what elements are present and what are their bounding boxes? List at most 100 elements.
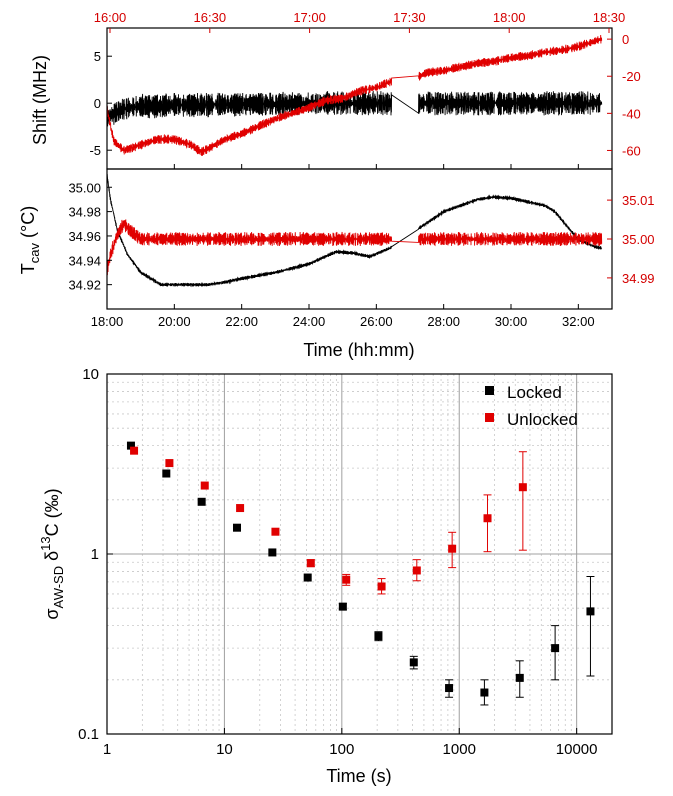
allan-xtick-label-0: 1 (103, 741, 111, 758)
allan-xtick-label-4: 10000 (556, 741, 598, 758)
legend-label-unlocked: Unlocked (507, 410, 578, 429)
shift-ytick-label-1: 0 (94, 96, 101, 111)
locked-point-3 (233, 523, 242, 532)
ylabel-t: T (18, 263, 38, 274)
unlocked-point-5 (306, 559, 315, 568)
panel-temperature-xtick-label-2: 22:00 (225, 314, 258, 329)
top-tick-label-4: 18:00 (493, 10, 526, 25)
panel-temperature-xtick-label-3: 24:00 (293, 314, 326, 329)
allan-ytick-label-0: 10 (82, 366, 99, 383)
ylabel-sigma: σ (42, 609, 62, 620)
shift-ytick-label-2: -5 (89, 143, 101, 158)
temp-ytick-label-1: 34.98 (68, 205, 101, 220)
locked-point-12 (551, 644, 560, 653)
panel-allan-y-ticks: 10 1 0.1 (78, 366, 113, 743)
panel-shift-ylabel: Shift (MHz) (30, 55, 50, 145)
panel-shift-left-ticks: 5 0 -5 (89, 49, 112, 158)
panel-allan-grid (107, 374, 612, 734)
shift-rtick-label-0: 0 (622, 32, 629, 47)
shift-rtick-label-2: -40 (622, 106, 641, 121)
unlocked-point-6 (342, 575, 351, 584)
locked-point-6 (338, 602, 347, 611)
panel-temperature-right-ticks: 35.01 35.00 34.99 (607, 193, 655, 286)
locked-point-7 (374, 632, 383, 641)
locked-point-2 (197, 497, 206, 506)
ylabel-t-unit: (°C) (18, 206, 38, 243)
unlocked-point-1 (165, 459, 174, 468)
ylabel-delta: δ (42, 551, 62, 566)
panel-shift-series-unlocked (107, 34, 603, 156)
ylabel-unit: C (‰) (42, 488, 62, 536)
locked-point-8 (409, 658, 418, 667)
shift-ytick-label-0: 5 (94, 49, 101, 64)
temp-rtick-label-1: 35.00 (622, 232, 655, 247)
allan-ytick-label-2: 0.1 (78, 726, 99, 743)
panel-allan-points (126, 441, 595, 706)
legend-marker-unlocked (485, 413, 494, 422)
panel-allan-x-ticks: 1 10 100 1000 10000 (103, 728, 598, 758)
locked-point-13 (586, 607, 595, 616)
top-tick-label-0: 16:00 (94, 10, 127, 25)
panel-temperature-bottom-ticks: 18:00 20:00 22:00 24:00 26:00 28:00 30:00 32:00 (91, 304, 595, 329)
top-tick-label-5: 18:30 (593, 10, 626, 25)
panel-temperature-xtick-label-4: 26:00 (360, 314, 393, 329)
panel-shift: 16:00 16:30 17:00 17:30 18:00 18:30 5 0 -5 0 -20… (30, 10, 641, 170)
unlocked-point-9 (448, 544, 457, 553)
panel-temperature-xtick-label-6: 30:00 (495, 314, 528, 329)
panel-temperature-series-unlocked (107, 219, 603, 276)
shift-rtick-label-1: -20 (622, 69, 641, 84)
panel-temperature-series-locked (107, 173, 603, 288)
locked-point-11 (515, 673, 524, 682)
panel-temperature-traces (107, 173, 603, 288)
shift-rtick-label-3: -60 (622, 143, 641, 158)
temp-ytick-label-2: 34.96 (68, 229, 101, 244)
panel-shift-traces (107, 34, 603, 156)
legend-label-locked: Locked (507, 383, 562, 402)
unlocked-point-3 (236, 504, 245, 513)
unlocked-point-10 (483, 514, 492, 523)
ylabel-sigma-sub: AW-SD (51, 566, 66, 609)
panel-shift-top-ticks: 16:00 16:30 17:00 17:30 18:00 18:30 (94, 10, 626, 33)
panel-temperature-xtick-label-1: 20:00 (158, 314, 191, 329)
legend: Locked Unlocked (485, 383, 578, 429)
allan-xtick-label-1: 10 (216, 741, 233, 758)
panel-shift-bottom-ticks (106, 164, 579, 169)
temp-ytick-label-0: 35.00 (68, 180, 101, 195)
legend-marker-locked (485, 386, 494, 395)
locked-point-4 (268, 548, 277, 557)
allan-xtick-label-3: 1000 (443, 741, 476, 758)
unlocked-point-8 (412, 566, 421, 575)
unlocked-point-0 (130, 446, 139, 455)
unlocked-point-11 (518, 483, 527, 492)
panel-temperature-xtick-label-5: 28:00 (427, 314, 460, 329)
ylabel-t-sub: cav (27, 242, 42, 263)
locked-point-10 (480, 688, 489, 697)
unlocked-point-4 (271, 527, 280, 536)
locked-point-0 (126, 441, 135, 450)
panel-temperature-xtick-label-7: 32:00 (562, 314, 595, 329)
panel-temperature-xlabel: Time (hh:mm) (303, 340, 414, 360)
panel-temperature-left-ticks: 35.00 34.98 34.96 34.94 34.92 (68, 180, 112, 293)
allan-ytick-label-1: 1 (91, 546, 99, 563)
top-tick-label-2: 17:00 (293, 10, 326, 25)
top-tick-label-1: 16:30 (194, 10, 227, 25)
locked-point-5 (303, 573, 312, 582)
temp-ytick-label-4: 34.92 (68, 278, 101, 293)
panel-allan-xlabel: Time (s) (326, 766, 391, 786)
panel-temperature-xtick-label-0: 18:00 (91, 314, 124, 329)
panel-shift-series-locked (107, 90, 603, 130)
unlocked-point-7 (377, 582, 386, 591)
panel-temperature-ylabel: Tcav (°C) (18, 206, 42, 274)
temp-rtick-label-0: 35.01 (622, 193, 655, 208)
temp-rtick-label-2: 34.99 (622, 271, 655, 286)
top-tick-label-3: 17:30 (393, 10, 426, 25)
unlocked-point-2 (200, 481, 209, 490)
panel-temperature: 35.00 34.98 34.96 34.94 34.92 35.01 35.00 34.9… (18, 168, 655, 360)
locked-point-9 (445, 684, 454, 693)
locked-point-1 (162, 469, 171, 478)
panel-shift-right-ticks: 0 -20 -40 -60 (607, 32, 641, 158)
ylabel-sup: 13 (38, 536, 53, 550)
panel-allan-ylabel: σAW-SD δ13C (‰) (38, 488, 66, 619)
